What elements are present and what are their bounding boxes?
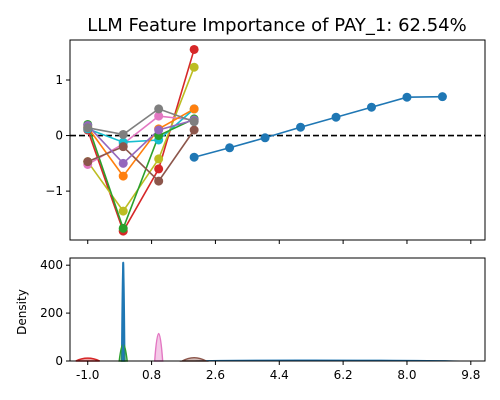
y-tick-label: 0 bbox=[55, 129, 63, 143]
data-point bbox=[118, 129, 128, 139]
series-line-1 bbox=[87, 66, 195, 213]
data-point bbox=[154, 125, 164, 135]
top-plot-area bbox=[70, 44, 485, 236]
data-point bbox=[118, 171, 128, 181]
data-point bbox=[189, 44, 199, 54]
series-line-7 bbox=[87, 119, 195, 165]
top-y-axis: −1 0 1 bbox=[45, 73, 472, 244]
bottom-panel: 0 200 400 -1.0 0.8 2.6 4.4 6.2 8.0 9.8 Density bbox=[15, 257, 486, 382]
data-point bbox=[154, 154, 164, 164]
x-tick-label: 4.4 bbox=[270, 368, 289, 382]
series-line-0 bbox=[86, 49, 195, 234]
bottom-axes: 0 200 400 -1.0 0.8 2.6 4.4 6.2 8.0 9.8 bbox=[40, 258, 480, 382]
data-point-main bbox=[225, 143, 235, 153]
data-point bbox=[154, 104, 164, 114]
chart-title: LLM Feature Importance of PAY_1: 62.54% bbox=[87, 15, 466, 36]
top-axes-frame bbox=[69, 39, 486, 241]
data-point bbox=[154, 111, 164, 121]
data-point bbox=[83, 157, 93, 167]
x-tick-label: 8.0 bbox=[397, 368, 416, 382]
data-point bbox=[118, 223, 128, 233]
series-line-4 bbox=[86, 118, 195, 231]
series-line-5 bbox=[87, 108, 195, 178]
data-point-main bbox=[296, 122, 306, 132]
data-point-main bbox=[366, 102, 376, 112]
y-tick-label: 1 bbox=[55, 73, 63, 87]
density-plot-area bbox=[75, 261, 461, 362]
y-tick-label: −1 bbox=[45, 184, 63, 198]
density-peak bbox=[179, 356, 209, 362]
top-panel: LLM Feature Importance of PAY_1: 62.54% … bbox=[45, 15, 486, 244]
data-point-main bbox=[437, 92, 447, 102]
data-point bbox=[189, 117, 199, 127]
density-y-tick-label: 0 bbox=[55, 354, 63, 368]
x-tick-label: 2.6 bbox=[206, 368, 225, 382]
density-y-tick-label: 400 bbox=[40, 258, 63, 272]
data-point bbox=[189, 62, 199, 72]
data-point bbox=[83, 123, 93, 133]
bottom-axes-frame bbox=[69, 257, 486, 362]
data-point bbox=[118, 142, 128, 152]
series-line-main bbox=[193, 95, 443, 158]
density-axis-label: Density bbox=[15, 289, 29, 335]
data-point bbox=[118, 158, 128, 168]
x-tick-label: 0.8 bbox=[142, 368, 161, 382]
data-point bbox=[189, 125, 199, 135]
data-point bbox=[154, 164, 164, 174]
x-tick-label: 6.2 bbox=[334, 368, 353, 382]
data-point-main bbox=[402, 92, 412, 102]
density-y-tick-label: 200 bbox=[40, 306, 63, 320]
data-point-main bbox=[189, 152, 199, 162]
data-point bbox=[189, 104, 199, 114]
data-point bbox=[118, 206, 128, 216]
data-point-main bbox=[331, 112, 341, 122]
data-point-main bbox=[260, 133, 270, 143]
series-line-6 bbox=[87, 129, 195, 183]
density-peak bbox=[153, 333, 164, 362]
series-line-8 bbox=[87, 107, 195, 136]
x-tick-label: 9.8 bbox=[461, 368, 480, 382]
data-point bbox=[154, 176, 164, 186]
x-tick-label: -1.0 bbox=[76, 368, 99, 382]
